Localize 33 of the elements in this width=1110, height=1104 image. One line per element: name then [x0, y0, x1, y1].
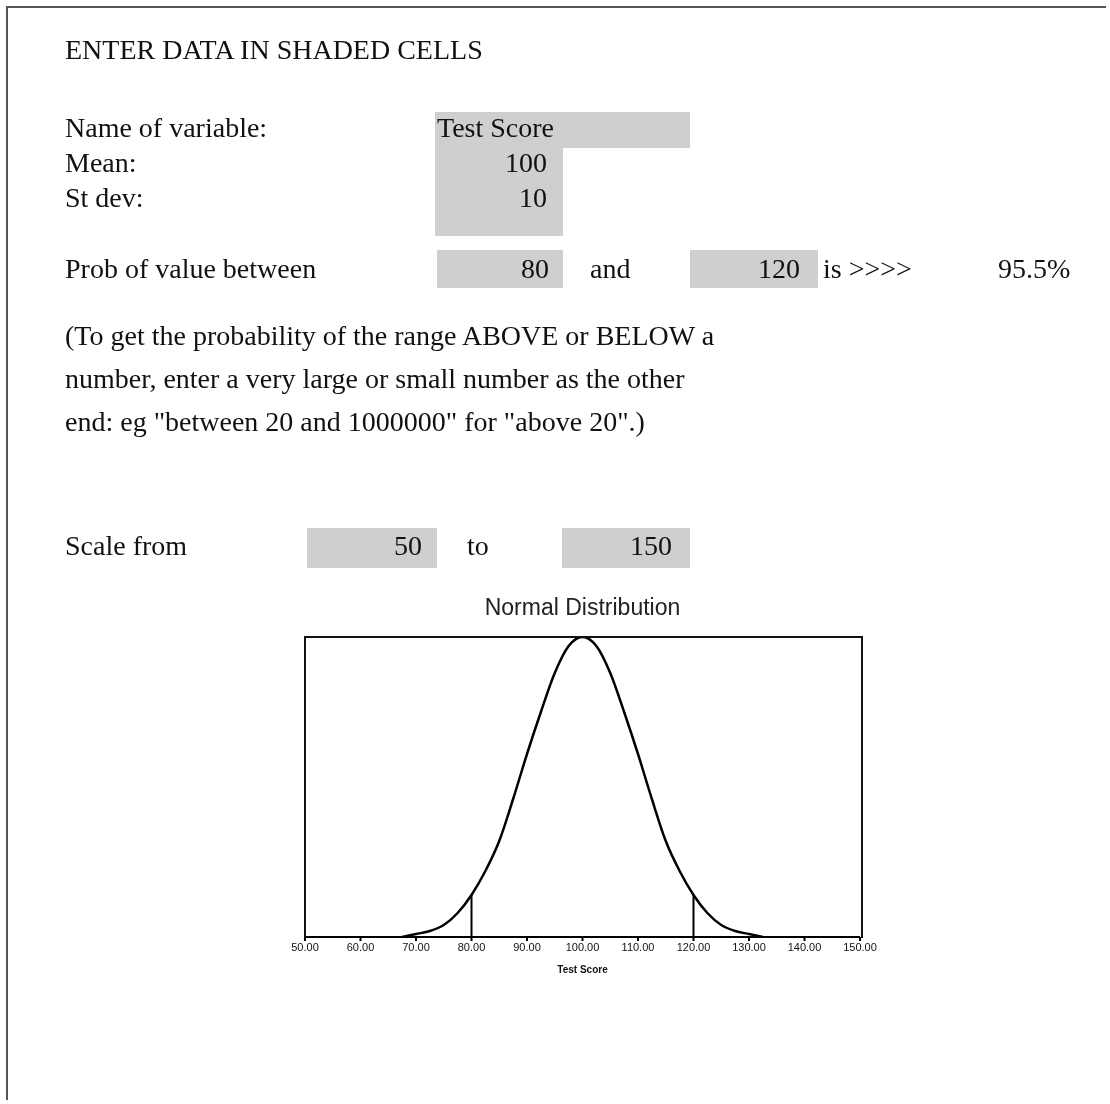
chart-title: Normal Distribution — [483, 594, 682, 621]
x-tick-label: 70.00 — [402, 940, 430, 953]
text: 120 — [758, 253, 800, 284]
text: St dev: — [65, 182, 144, 213]
text: (To get the probability of the range ABOVE or BELOW a — [65, 320, 715, 351]
text: end: eg "between 20 and 1000000" for "above 20".) — [65, 406, 645, 437]
x-tick-label: 50.00 — [291, 940, 319, 953]
text: 10 — [519, 182, 547, 213]
x-tick-label: 130.00 — [732, 940, 766, 953]
x-tick-label: 60.00 — [346, 940, 375, 953]
text: Prob of value between — [65, 253, 317, 284]
text: and — [590, 253, 631, 284]
text: to — [467, 530, 489, 561]
text: Mean: — [65, 147, 137, 178]
x-tick-label: 120.00 — [676, 940, 711, 953]
x-tick-label: 90.00 — [513, 940, 541, 953]
text: 80 — [521, 253, 549, 284]
x-tick-label: 110.00 — [621, 940, 655, 953]
x-tick-label: 150.00 — [843, 940, 877, 953]
x-tick-label: 100.00 — [565, 940, 600, 953]
text: 150 — [630, 530, 672, 561]
text: 50 — [394, 530, 422, 561]
text: 100 — [505, 147, 547, 178]
text: Scale from — [65, 530, 188, 561]
x-tick-label: 80.00 — [457, 940, 486, 953]
text: ENTER DATA IN SHADED CELLS — [65, 34, 483, 65]
text: is >>>> — [823, 253, 912, 284]
text: Test Score — [437, 112, 555, 143]
x-axis-title: Test Score — [557, 964, 609, 975]
text: Name of variable: — [65, 112, 268, 143]
x-tick-label: 140.00 — [787, 940, 822, 953]
text: number, enter a very large or small number as the other — [65, 363, 685, 394]
text: 95.5% — [998, 253, 1071, 284]
